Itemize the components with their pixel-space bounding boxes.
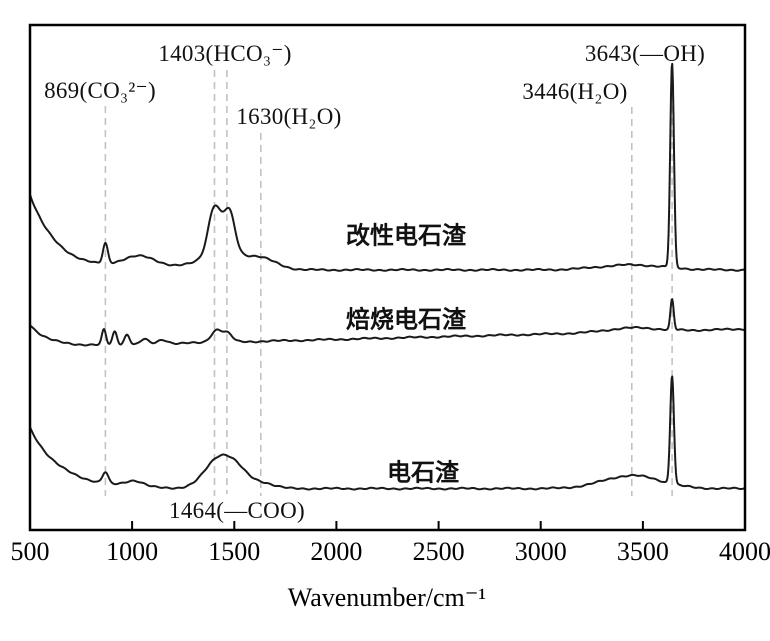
x-tick-label: 3500: [617, 537, 669, 566]
x-tick-label: 2000: [310, 537, 362, 566]
spectrum-curve-2: [29, 375, 745, 491]
x-tick-label: 500: [11, 537, 50, 566]
spectrum-curve-0: [29, 62, 745, 272]
x-tick-label: 2500: [413, 537, 465, 566]
x-tick-label: 1500: [208, 537, 260, 566]
x-tick-label: 1000: [106, 537, 158, 566]
spectrum-curve-1: [29, 298, 745, 347]
plot-border: [28, 23, 747, 532]
x-tick-label: 3000: [515, 537, 567, 566]
x-tick-label: 4000: [719, 537, 770, 566]
